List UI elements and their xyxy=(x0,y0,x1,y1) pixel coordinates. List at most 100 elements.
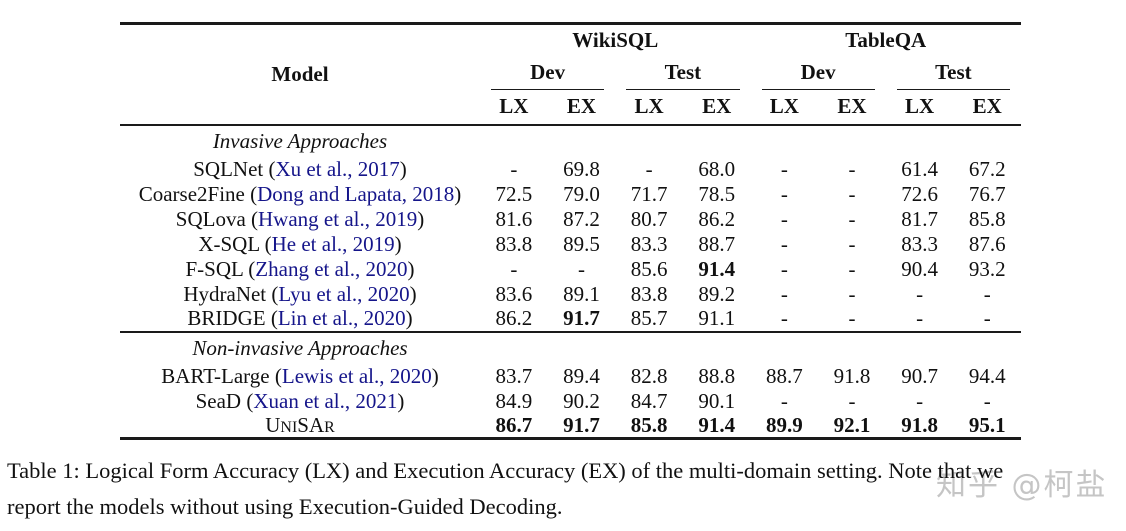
watermark-text: 知乎 @柯盐 xyxy=(936,468,1108,503)
metric-cell: - xyxy=(848,388,856,413)
metric-cell: 91.4 xyxy=(698,256,736,281)
metric-cell: 91.7 xyxy=(563,413,600,438)
metric-cell: 90.7 xyxy=(901,363,938,388)
model-name: BRIDGE xyxy=(187,306,266,331)
col-subgroup-dev-tableqa: Dev xyxy=(751,56,886,90)
metric-cell: - xyxy=(983,388,991,413)
model-name: HydraNet xyxy=(183,281,267,306)
metric-cell: 92.1 xyxy=(833,413,871,438)
model-cell: F-SQL (Zhang et al., 2020) xyxy=(185,256,415,281)
metric-cell: - xyxy=(916,281,924,306)
metric-cell: - xyxy=(780,156,788,181)
metric-cell: 91.1 xyxy=(698,306,736,331)
table-row: HydraNet (Lyu et al., 2020) 83.6 89.1 83.8 8… xyxy=(120,282,1021,307)
metric-cell: 71.7 xyxy=(630,181,668,206)
metric-cell: - xyxy=(848,206,856,231)
model-cell: SQLNet (Xu et al., 2017) xyxy=(193,156,407,181)
metric-cell: 90.2 xyxy=(563,388,600,413)
table-row: X-SQL (He et al., 2019) 83.8 89.5 83.3 88.7 -… xyxy=(120,232,1021,257)
model-name: BART-Large xyxy=(161,363,270,388)
metric-cell: - xyxy=(577,256,585,281)
metric-cell: 83.8 xyxy=(630,281,668,306)
col-group-wikisql: WikiSQL xyxy=(572,28,659,53)
metric-cell: 69.8 xyxy=(563,156,600,181)
section-title-row: Non-invasive Approaches xyxy=(120,332,1021,364)
citation-link[interactable]: Lyu et al., 2020 xyxy=(278,281,410,306)
table-header: Model WikiSQL TableQA Dev Test Dev Test LX EX LX E… xyxy=(120,23,1021,126)
model-name: SQLNet xyxy=(193,156,264,181)
metric-cell: 84.7 xyxy=(630,388,668,413)
citation-link[interactable]: Xu et al., 2017 xyxy=(275,156,400,181)
metric-cell: 89.4 xyxy=(563,363,600,388)
metric-cell: 61.4 xyxy=(901,156,938,181)
metric-cell: 83.8 xyxy=(495,231,533,256)
metric-cell: - xyxy=(916,388,924,413)
section-title-filler xyxy=(480,332,1021,364)
metric-cell: - xyxy=(780,256,788,281)
column-header-model: Model xyxy=(120,23,480,126)
citation-link[interactable]: Lin et al., 2020 xyxy=(277,306,406,331)
metric-cell: - xyxy=(848,181,856,206)
metric-cell: 84.9 xyxy=(495,388,533,413)
table-caption: Table 1: Logical Form Accuracy (LX) and … xyxy=(7,453,1124,525)
table-row: F-SQL (Zhang et al., 2020) - - 85.6 91.4 - - 90… xyxy=(120,257,1021,282)
smallcap-letter: R xyxy=(324,418,335,436)
metric-cell: 72.6 xyxy=(901,181,938,206)
metric-cell: - xyxy=(510,256,518,281)
citation-link[interactable]: Lewis et al., 2020 xyxy=(281,363,432,388)
table-row: SQLNet (Xu et al., 2017) - 69.8 - 68.0 - - 61.4… xyxy=(120,157,1021,182)
citation-link[interactable]: Xuan et al., 2021 xyxy=(253,388,398,413)
metric-cell: - xyxy=(848,306,856,331)
col-metric-ex: EX xyxy=(818,89,886,126)
model-cell: X-SQL (He et al., 2019) xyxy=(198,231,402,256)
metric-cell: 89.9 xyxy=(765,413,803,438)
col-subgroup-dev-wikisql: Dev xyxy=(480,56,615,90)
col-metric-lx: LX xyxy=(480,89,548,126)
metric-cell: 78.5 xyxy=(698,181,736,206)
metric-cell: - xyxy=(780,281,788,306)
col-metric-ex: EX xyxy=(953,89,1021,126)
model-cell: BRIDGE (Lin et al., 2020) xyxy=(187,306,413,331)
metric-cell: 86.2 xyxy=(698,206,736,231)
caption-line-1: Table 1: Logical Form Accuracy (LX) and … xyxy=(7,458,1004,483)
header-row-metrics: LX EX LX EX LX EX LX EX xyxy=(120,89,1021,126)
metric-cell: - xyxy=(780,181,788,206)
metric-cell: 83.3 xyxy=(630,231,668,256)
table-row: BART-Large (Lewis et al., 2020) 83.7 89.4 8… xyxy=(120,364,1021,389)
col-metric-ex: EX xyxy=(682,89,751,126)
section-2: Non-invasive Approaches BART-Large (Lewis… xyxy=(120,331,1021,439)
metric-cell: 91.8 xyxy=(833,363,871,388)
col-metric-lx: LX xyxy=(885,89,954,126)
metric-cell: 83.7 xyxy=(495,363,533,388)
metric-cell: 89.5 xyxy=(563,231,600,256)
metric-cell: 68.0 xyxy=(698,156,736,181)
metric-cell: 67.2 xyxy=(968,156,1006,181)
metric-cell: 76.7 xyxy=(968,181,1006,206)
col-metric-lx: LX xyxy=(750,89,819,126)
section-title: Non-invasive Approaches xyxy=(192,335,408,360)
citation-link[interactable]: Hwang et al., 2019 xyxy=(258,206,418,231)
metric-cell: 89.2 xyxy=(698,281,736,306)
metric-cell: 88.8 xyxy=(698,363,736,388)
citation-link[interactable]: Dong and Lapata, 2018 xyxy=(257,181,455,206)
metric-cell: 93.2 xyxy=(968,256,1006,281)
citation-link[interactable]: He et al., 2019 xyxy=(271,231,395,256)
metric-cell: 87.6 xyxy=(968,231,1006,256)
table-row: BRIDGE (Lin et al., 2020) 86.2 91.7 85.7 91.… xyxy=(120,307,1021,332)
col-subgroup-test-wikisql: Test xyxy=(615,56,750,90)
model-name: UNISAR xyxy=(265,412,335,437)
metric-cell: - xyxy=(848,281,856,306)
model-name: Coarse2Fine xyxy=(138,181,245,206)
table-row: Coarse2Fine (Dong and Lapata, 2018) 72.5 7… xyxy=(120,182,1021,207)
model-name: SeaD xyxy=(195,388,242,413)
metric-cell: 81.7 xyxy=(901,206,938,231)
metric-cell: 88.7 xyxy=(698,231,736,256)
metric-cell: - xyxy=(780,306,788,331)
model-cell: SQLova (Hwang et al., 2019) xyxy=(175,206,425,231)
smallcap-letter: N xyxy=(280,418,292,436)
metric-cell: 85.8 xyxy=(968,206,1006,231)
citation-link[interactable]: Zhang et al., 2020 xyxy=(255,256,408,281)
header-row-splits: Dev Test Dev Test xyxy=(120,56,1021,90)
metric-cell: 94.4 xyxy=(968,363,1006,388)
metric-cell: - xyxy=(983,281,991,306)
